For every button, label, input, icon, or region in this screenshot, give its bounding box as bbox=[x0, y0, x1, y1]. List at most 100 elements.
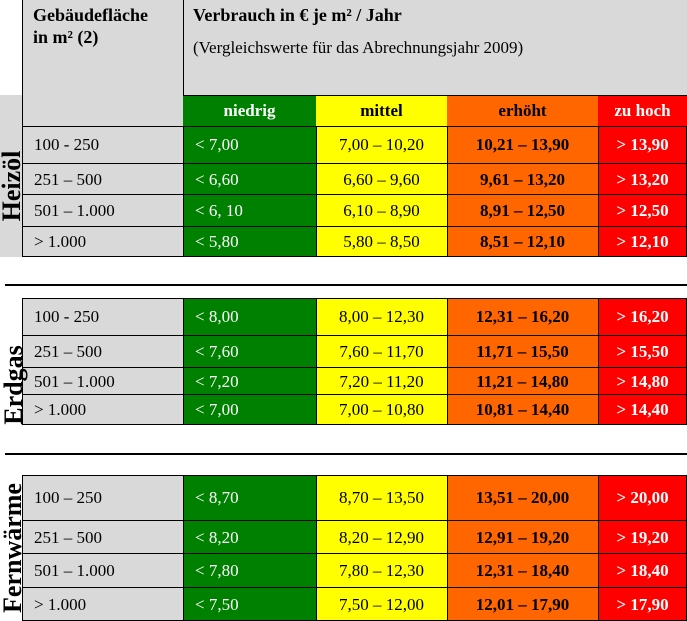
row-border bbox=[22, 194, 687, 195]
column-border bbox=[183, 475, 184, 621]
section-label-1: Erdgas bbox=[0, 345, 28, 425]
column-border bbox=[598, 126, 599, 257]
category-erhoeht-cell: 10,21 – 13,90 bbox=[447, 126, 598, 164]
column-border bbox=[598, 298, 599, 425]
category-zu-hoch-cell: > 20,00 bbox=[598, 475, 687, 521]
row-border bbox=[22, 256, 687, 257]
category-erhoeht-cell: 11,71 – 15,50 bbox=[447, 336, 598, 368]
category-niedrig-cell: < 5,80 bbox=[183, 227, 316, 257]
header-area-line2: in m² (2) bbox=[33, 27, 99, 47]
category-niedrig-cell: < 6,60 bbox=[183, 164, 316, 195]
row-border bbox=[22, 553, 687, 554]
header-area-cell bbox=[22, 0, 183, 95]
category-niedrig-cell: < 6, 10 bbox=[183, 195, 316, 227]
category-niedrig-cell: < 7,00 bbox=[183, 395, 316, 425]
category-zu-hoch-cell: > 13,20 bbox=[598, 164, 687, 195]
column-border bbox=[22, 475, 23, 621]
row-border bbox=[22, 394, 687, 395]
area-range-cell: 100 - 250 bbox=[22, 126, 183, 164]
category-niedrig-cell: < 7,50 bbox=[183, 588, 316, 621]
section-separator bbox=[5, 284, 687, 286]
header-consumption-title: Verbrauch in € je m² / Jahr bbox=[193, 5, 402, 25]
category-zu-hoch-cell: > 18,40 bbox=[598, 554, 687, 588]
row-border bbox=[22, 475, 687, 476]
category-mittel-cell: 8,00 – 12,30 bbox=[316, 298, 447, 336]
category-niedrig-cell: < 7,80 bbox=[183, 554, 316, 588]
column-border bbox=[22, 298, 23, 425]
column-border bbox=[447, 126, 448, 257]
column-border bbox=[316, 298, 317, 425]
category-mittel-cell: 6,10 – 8,90 bbox=[316, 195, 447, 227]
row-border bbox=[22, 126, 687, 127]
category-zu-hoch: zu hoch bbox=[598, 95, 687, 126]
category-mittel-cell: 5,80 – 8,50 bbox=[316, 227, 447, 257]
header-divider bbox=[183, 0, 184, 95]
category-zu-hoch-cell: > 19,20 bbox=[598, 521, 687, 554]
header-consumption-subtitle: (Vergleichswerte für das Abrechnungsjahr… bbox=[193, 38, 524, 57]
category-mittel-cell: 7,80 – 12,30 bbox=[316, 554, 447, 588]
row-border bbox=[22, 163, 687, 164]
category-mittel-cell: 7,60 – 11,70 bbox=[316, 336, 447, 368]
area-range-cell: 251 – 500 bbox=[22, 164, 183, 195]
area-range-cell: 100 – 250 bbox=[22, 475, 183, 521]
category-erhoeht-cell: 8,91 – 12,50 bbox=[447, 195, 598, 227]
category-mittel-cell: 7,20 – 11,20 bbox=[316, 368, 447, 395]
column-border bbox=[183, 298, 184, 425]
area-range-cell: > 1.000 bbox=[22, 227, 183, 257]
row-border bbox=[183, 95, 687, 96]
category-zu-hoch-cell: > 16,20 bbox=[598, 298, 687, 336]
category-mittel-cell: 7,50 – 12,00 bbox=[316, 588, 447, 621]
category-zu-hoch-cell: > 17,90 bbox=[598, 588, 687, 621]
category-zu-hoch-cell: > 12,10 bbox=[598, 227, 687, 257]
category-erhoeht-cell: 12,01 – 17,90 bbox=[447, 588, 598, 621]
column-border bbox=[447, 475, 448, 621]
category-erhoeht-cell: 11,21 – 14,80 bbox=[447, 368, 598, 395]
row-border bbox=[22, 367, 687, 368]
row-border bbox=[22, 298, 687, 299]
column-border bbox=[22, 126, 23, 257]
row-border bbox=[22, 587, 687, 588]
area-range-cell: 251 – 500 bbox=[22, 521, 183, 554]
column-border bbox=[183, 126, 184, 257]
category-erhoeht-cell: 9,61 – 13,20 bbox=[447, 164, 598, 195]
header-category-left-cell bbox=[22, 95, 183, 126]
category-niedrig-cell: < 8,00 bbox=[183, 298, 316, 336]
category-mittel: mittel bbox=[316, 95, 447, 126]
section-label-0: Heizöl bbox=[0, 150, 26, 222]
category-mittel-cell: 7,00 – 10,80 bbox=[316, 395, 447, 425]
category-zu-hoch-cell: > 14,40 bbox=[598, 395, 687, 425]
category-erhoeht-cell: 8,51 – 12,10 bbox=[447, 227, 598, 257]
category-mittel-cell: 8,70 – 13,50 bbox=[316, 475, 447, 521]
column-border bbox=[598, 475, 599, 621]
area-range-cell: 501 – 1.000 bbox=[22, 554, 183, 588]
category-mittel-cell: 7,00 – 10,20 bbox=[316, 126, 447, 164]
category-mittel-cell: 8,20 – 12,90 bbox=[316, 521, 447, 554]
category-erhoeht-cell: 10,81 – 14,40 bbox=[447, 395, 598, 425]
area-range-cell: > 1.000 bbox=[22, 395, 183, 425]
header-area-line1: Gebäudefläche bbox=[33, 5, 148, 25]
category-zu-hoch-cell: > 15,50 bbox=[598, 336, 687, 368]
category-mittel-cell: 6,60 – 9,60 bbox=[316, 164, 447, 195]
row-border bbox=[22, 226, 687, 227]
section-label-cell bbox=[0, 95, 22, 257]
category-erhoeht-cell: 12,31 – 16,20 bbox=[447, 298, 598, 336]
category-erhoeht-cell: 12,31 – 18,40 bbox=[447, 554, 598, 588]
section-separator bbox=[5, 453, 687, 455]
column-border bbox=[316, 126, 317, 257]
column-border bbox=[22, 0, 23, 126]
category-niedrig-cell: < 7,60 bbox=[183, 336, 316, 368]
area-range-cell: 251 – 500 bbox=[22, 336, 183, 368]
category-erhoeht-cell: 13,51 – 20,00 bbox=[447, 475, 598, 521]
category-niedrig-cell: < 7,20 bbox=[183, 368, 316, 395]
header-area-label: Gebäudefläche in m² (2) bbox=[33, 4, 148, 48]
section-label-2: Fernwärme bbox=[0, 483, 27, 613]
area-range-cell: 501 – 1.000 bbox=[22, 195, 183, 227]
row-border bbox=[22, 424, 687, 425]
category-zu-hoch-cell: > 13,90 bbox=[598, 126, 687, 164]
area-range-cell: 501 – 1.000 bbox=[22, 368, 183, 395]
column-border bbox=[447, 298, 448, 425]
area-range-cell: > 1.000 bbox=[22, 588, 183, 621]
category-niedrig-cell: < 8,20 bbox=[183, 521, 316, 554]
category-niedrig: niedrig bbox=[183, 95, 316, 126]
row-border bbox=[22, 520, 687, 521]
